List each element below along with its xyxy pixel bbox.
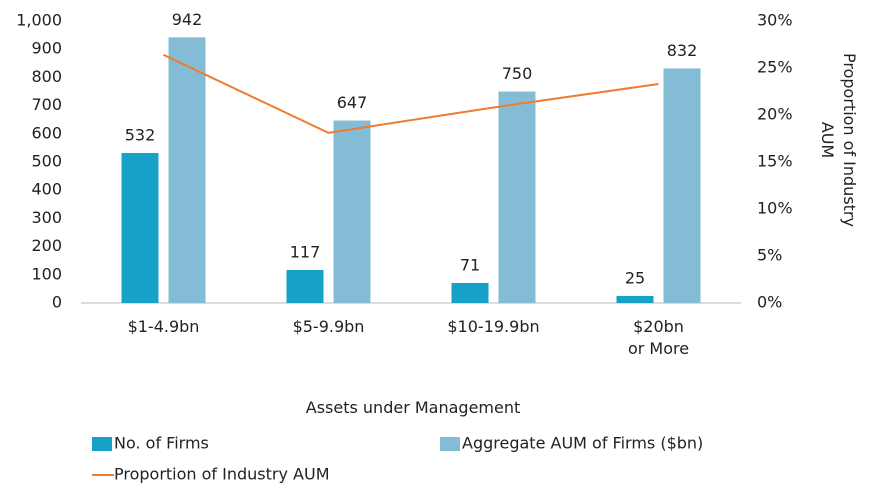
y-tick-label: 200 xyxy=(31,236,62,255)
y2-tick-label: 15% xyxy=(757,152,793,171)
y2-tick-label: 0% xyxy=(757,293,782,312)
bar xyxy=(616,295,654,303)
bar xyxy=(333,120,371,304)
data-label: 832 xyxy=(667,41,698,60)
y-tick-label: 1,000 xyxy=(16,11,62,30)
y-tick-label: 500 xyxy=(31,152,62,171)
bar xyxy=(498,91,536,303)
y2-tick-label: 25% xyxy=(757,58,793,77)
data-label: 750 xyxy=(502,64,533,83)
x-axis-title: Assets under Management xyxy=(305,398,521,417)
bar xyxy=(168,37,206,304)
legend-swatch xyxy=(92,437,112,451)
y-tick-label: 100 xyxy=(31,264,62,283)
x-tick-label: $20bn or More xyxy=(627,317,690,358)
legend-swatch xyxy=(440,437,460,451)
bar xyxy=(663,68,701,303)
data-label: 942 xyxy=(172,10,203,29)
data-label: 117 xyxy=(290,243,321,262)
legend-label: Proportion of Industry AUM xyxy=(114,465,330,484)
y2-tick-label: 5% xyxy=(757,246,782,265)
bar xyxy=(451,282,489,303)
bar xyxy=(121,152,159,303)
y-tick-label: 600 xyxy=(31,123,62,142)
x-tick-label: $10-19.9bn xyxy=(447,317,540,336)
y-tick-label: 400 xyxy=(31,180,62,199)
y-tick-label: 0 xyxy=(52,293,62,312)
y-tick-label: 700 xyxy=(31,95,62,114)
bar xyxy=(286,270,324,303)
y-tick-label: 900 xyxy=(31,39,62,58)
legend-label: No. of Firms xyxy=(114,434,209,453)
y-tick-label: 300 xyxy=(31,208,62,227)
y-tick-label: 800 xyxy=(31,67,62,86)
y2-axis-title: Proportion of Industry AUM xyxy=(818,53,859,227)
y2-tick-label: 30% xyxy=(757,11,793,30)
x-tick-label: $5-9.9bn xyxy=(292,317,365,336)
data-label: 647 xyxy=(337,93,368,112)
y2-tick-label: 10% xyxy=(757,199,793,218)
data-label: 71 xyxy=(460,255,480,274)
legend-label: Aggregate AUM of Firms ($bn) xyxy=(462,434,703,453)
data-label: 25 xyxy=(625,268,645,287)
line-series xyxy=(163,53,659,134)
y2-tick-label: 20% xyxy=(757,105,793,124)
data-label: 532 xyxy=(125,125,156,144)
x-tick-label: $1-4.9bn xyxy=(127,317,200,336)
